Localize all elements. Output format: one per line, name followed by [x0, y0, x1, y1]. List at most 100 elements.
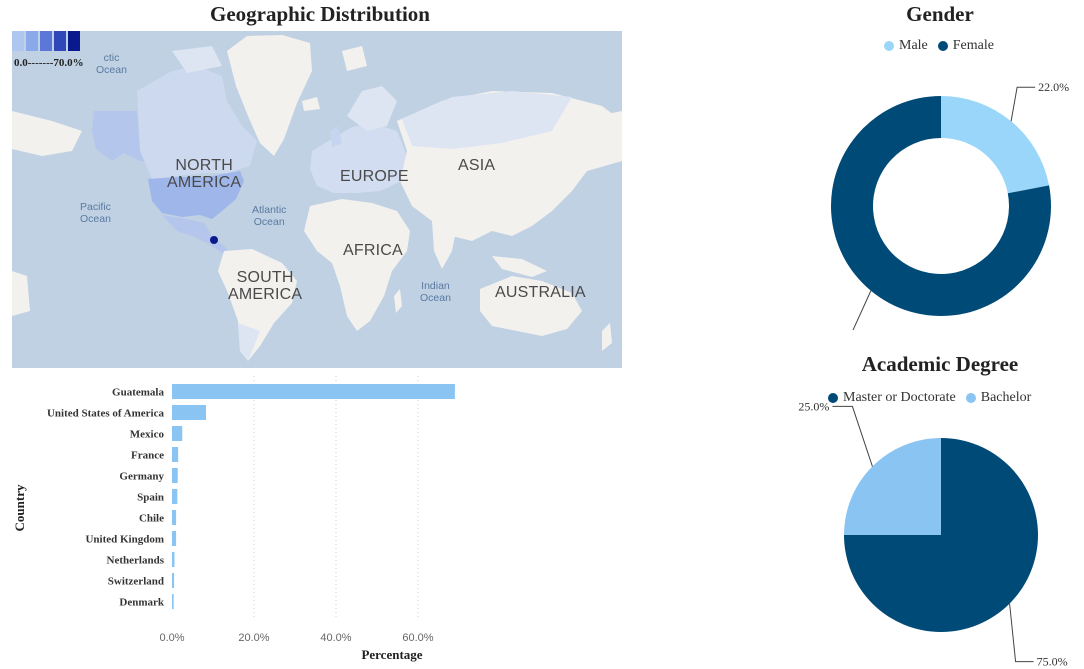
label-north-america: NORTH AMERICA [167, 157, 241, 191]
label-indian-line2: Ocean [420, 292, 451, 304]
leader-line [832, 405, 873, 467]
africa-shape [304, 199, 410, 331]
bachelor-swatch-icon [965, 393, 976, 403]
geo-title: Geographic Distribution [210, 2, 430, 26]
greenland-shape [227, 35, 312, 156]
label-europe: EUROPE [340, 168, 409, 185]
y-axis-title: Country [12, 484, 27, 531]
bar [172, 531, 177, 546]
label-indian-line1: Indian [421, 280, 450, 292]
data-label: 22.0% [1038, 80, 1069, 94]
pie-slice [831, 96, 1051, 316]
bar [172, 405, 207, 420]
degree-pie-chart: 75.0% 25.0% [798, 399, 1068, 669]
label-south-america: SOUTH AMERICA [228, 269, 302, 303]
scale-cell [26, 31, 38, 51]
category-label: Switzerland [108, 576, 164, 588]
x-tick-label: 20.0% [238, 632, 269, 644]
label-arctic-line1: ctic [103, 52, 120, 64]
mexico-shape [162, 215, 230, 253]
bar [172, 468, 178, 483]
label-north-america-line1: NORTH [175, 157, 233, 174]
data-label: 75.0% [1037, 655, 1068, 669]
scale-cell [54, 31, 66, 51]
legend-label-master: Master or Doctorate [843, 390, 956, 405]
category-label: France [131, 450, 164, 462]
bar [172, 426, 183, 441]
india-shape [432, 221, 457, 269]
bar [172, 594, 174, 609]
label-asia: ASIA [458, 157, 495, 174]
south-america-shape [218, 249, 297, 361]
label-south-america-line2: AMERICA [228, 286, 303, 303]
scandinavia-shape [347, 86, 397, 131]
category-label: United States of America [47, 408, 165, 420]
x-tick-label: 60.0% [402, 632, 433, 644]
male-swatch-icon [884, 41, 894, 51]
new-zealand-shape [602, 323, 612, 351]
category-label: United Kingdom [85, 534, 164, 546]
legend-label-female: Female [952, 38, 994, 53]
scale-cell [12, 31, 24, 51]
legend-label-bachelor: Bachelor [980, 390, 1032, 405]
label-australia: AUSTRALIA [495, 284, 586, 301]
world-map[interactable]: NORTH AMERICA EUROPE ASIA AFRICA SOUTH A… [12, 31, 622, 368]
gender-title: Gender [906, 2, 974, 26]
degree-legend: Master or Doctorate Bachelor [828, 390, 1041, 406]
bar [172, 573, 175, 588]
category-label: Denmark [119, 597, 164, 609]
label-north-america-line2: AMERICA [167, 174, 242, 191]
bar [172, 552, 175, 567]
indonesia-shape [492, 256, 547, 277]
category-label: Spain [137, 492, 164, 504]
leader-line [852, 290, 872, 330]
russia-shade [402, 91, 572, 149]
legend-item-master[interactable]: Master or Doctorate [828, 390, 956, 406]
label-south-america-line1: SOUTH [236, 269, 294, 286]
bar [172, 447, 179, 462]
x-tick-label: 0.0% [159, 632, 184, 644]
bar [172, 384, 455, 399]
pie-slice [844, 438, 941, 535]
bar [172, 489, 178, 504]
category-label: Germany [119, 471, 164, 483]
arctic-islands [172, 46, 222, 73]
label-europe-line1: EUROPE [340, 168, 409, 185]
data-label: 78.0% [797, 328, 828, 330]
category-label: Netherlands [107, 555, 165, 567]
female-swatch-icon [937, 41, 948, 51]
label-indian-ocean: Indian Ocean [420, 280, 451, 304]
iceland-shape [302, 97, 320, 111]
label-africa: AFRICA [343, 242, 403, 259]
color-scale-label: 0.0-------70.0% [14, 57, 84, 69]
map-canvas [12, 35, 622, 361]
label-arctic-line2: Ocean [96, 64, 127, 76]
canada-shape [137, 66, 257, 179]
legend-item-bachelor[interactable]: Bachelor [965, 390, 1032, 406]
leader-line [1009, 603, 1034, 663]
japan-shape [532, 161, 548, 196]
uk-shape [330, 126, 342, 147]
label-asia-line1: ASIA [458, 157, 496, 174]
legend-item-female[interactable]: Female [937, 38, 994, 54]
east-edge-land [597, 111, 622, 151]
label-africa-line1: AFRICA [343, 242, 403, 259]
label-atlantic-ocean: Atlantic Ocean [252, 204, 286, 228]
svalbard-shape [342, 46, 367, 71]
label-australia-line1: AUSTRALIA [495, 284, 586, 301]
gender-donut-chart: 22.0% 78.0% [797, 80, 1069, 330]
gender-legend: Male Female [884, 38, 1004, 54]
alaska-shape [92, 111, 152, 163]
category-label: Guatemala [112, 387, 164, 399]
legend-item-male[interactable]: Male [884, 38, 928, 54]
x-tick-label: 40.0% [320, 632, 351, 644]
degree-title: Academic Degree [861, 352, 1019, 376]
guatemala-mark [210, 236, 218, 244]
west-edge-land [12, 111, 82, 156]
label-atlantic-line2: Ocean [253, 216, 285, 228]
pie-slice [941, 96, 1050, 194]
usa-shape [148, 171, 244, 219]
country-bar-chart: Guatemala United States of America Mexico F… [12, 376, 455, 662]
west-edge-land-2 [12, 271, 30, 316]
label-pacific-ocean: Pacific Ocean [80, 201, 111, 225]
